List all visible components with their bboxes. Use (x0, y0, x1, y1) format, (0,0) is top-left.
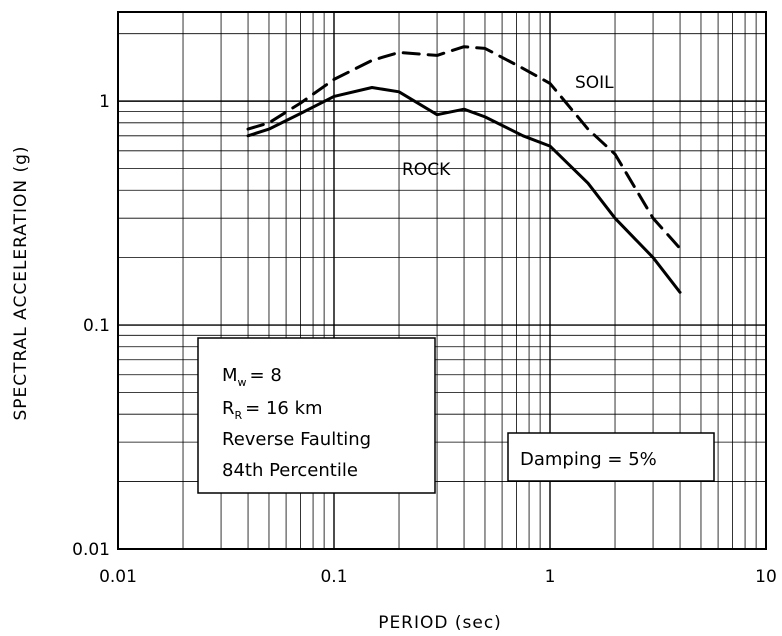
x-tick-label: 0.01 (99, 567, 137, 587)
series-label-rock: ROCK (402, 160, 451, 180)
parameters-box-frame (197, 337, 436, 494)
tick-labels: 0.01 0.1 1 10 0.01 0.1 1 (72, 92, 777, 587)
x-tick-label: 1 (545, 567, 556, 587)
y-axis-title: SPECTRAL ACCELERATION (g) (11, 145, 31, 420)
series-line-soil (246, 45, 682, 250)
y-tick-label: 1 (99, 92, 110, 112)
damping-box-frame (507, 432, 715, 482)
plot-frame (117, 11, 767, 550)
damping-box: Damping = 5% (507, 432, 715, 482)
y-tick-label: 0.01 (72, 540, 110, 560)
param-magnitude: Mw = 8 (222, 365, 282, 389)
x-axis-title: PERIOD (sec) (378, 613, 502, 633)
series-line-rock (246, 86, 682, 294)
x-tick-label: 10 (755, 567, 777, 587)
param-faulting: Reverse Faulting (222, 429, 371, 450)
x-tick-label: 0.1 (320, 567, 347, 587)
damping-label: Damping = 5% (520, 449, 657, 470)
series-label-soil: SOIL (575, 73, 614, 93)
y-tick-label: 0.1 (83, 316, 110, 336)
parameters-box: Mw = 8 RR = 16 km Reverse Faulting 84th Pe… (197, 337, 436, 494)
param-distance: RR = 16 km (222, 398, 323, 422)
series-layer (246, 45, 682, 294)
param-percentile: 84th Percentile (222, 460, 358, 481)
